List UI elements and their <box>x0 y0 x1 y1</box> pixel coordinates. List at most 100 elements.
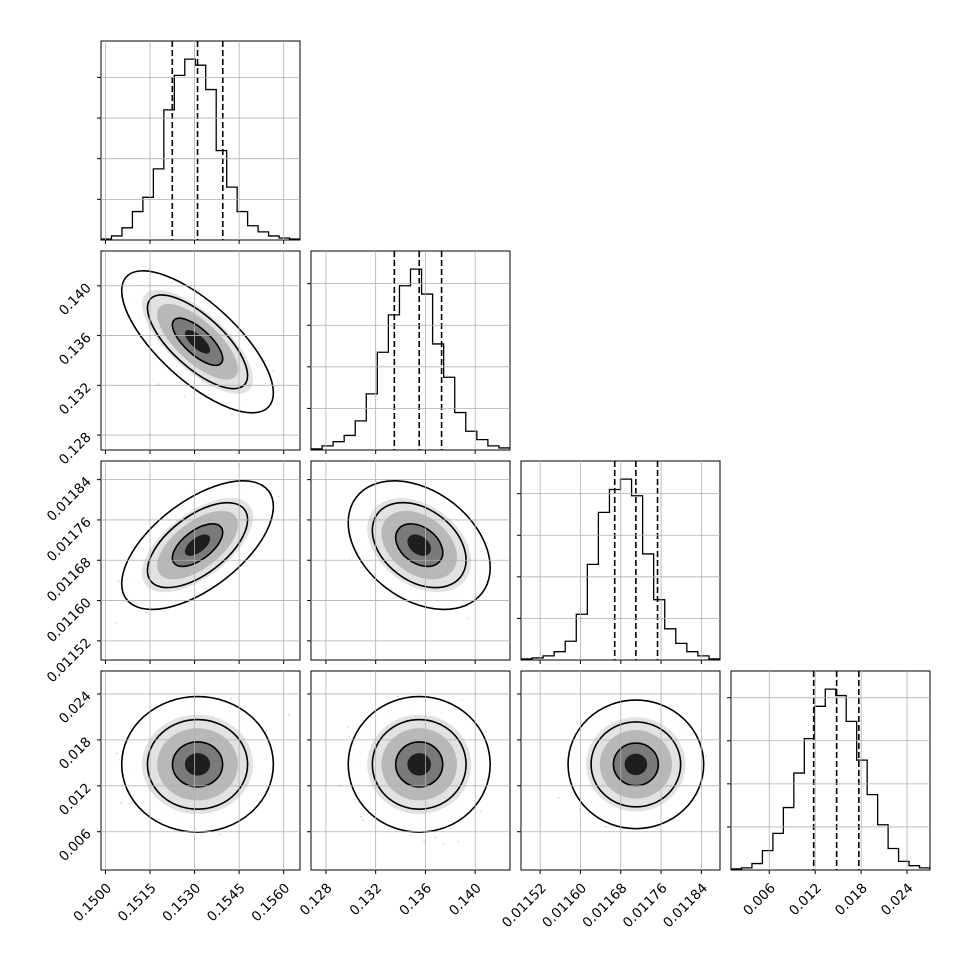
x-tick-label: 0.01184 <box>660 880 711 931</box>
scatter-point <box>347 726 350 728</box>
scatter-point <box>467 617 470 620</box>
y-tick-label: 0.006 <box>56 826 95 865</box>
contour-line <box>146 501 249 589</box>
density-shading <box>345 694 493 835</box>
histogram-grid <box>727 671 930 874</box>
y-tick-label: 0.012 <box>56 780 95 819</box>
density-band <box>624 753 648 776</box>
scatter-point <box>231 413 233 416</box>
histogram-grid <box>97 41 300 244</box>
contours <box>120 695 275 833</box>
contour-line <box>171 523 224 568</box>
contour-line <box>120 480 275 611</box>
contour-line <box>146 718 249 810</box>
histogram-1 <box>311 268 510 450</box>
x-tick-label: 0.1515 <box>115 880 160 925</box>
contour-line <box>567 699 705 830</box>
density-shading <box>119 268 276 416</box>
contour-line <box>120 695 275 833</box>
x-tick-label: 0.006 <box>740 880 779 919</box>
density-band <box>184 534 211 556</box>
scatter-point <box>457 840 460 843</box>
histogram-grid <box>307 251 510 454</box>
panel-frame <box>100 670 301 871</box>
panel-frame <box>100 40 301 241</box>
density-shading <box>119 694 276 835</box>
x-tick-label: 0.012 <box>786 880 825 919</box>
panel-3-3: 0.006 0.012 0.018 0.024 <box>730 670 931 919</box>
scatter-point <box>218 833 221 836</box>
panel-frame <box>310 670 511 871</box>
scatter-point <box>348 735 351 738</box>
scatter-point <box>117 580 120 582</box>
density-band <box>407 753 432 776</box>
scatter-point <box>442 842 445 845</box>
y-tick-label: 0.132 <box>56 380 95 419</box>
scatter-point <box>360 815 362 818</box>
y-tick-label: 0.136 <box>56 330 95 369</box>
contour-line <box>171 317 224 367</box>
panel-frame <box>100 250 301 451</box>
scatter-point <box>604 825 607 828</box>
x-tick-label: 0.140 <box>446 880 485 919</box>
density-band <box>184 753 211 776</box>
scatter-point <box>183 395 186 398</box>
scatter-point <box>120 802 122 804</box>
scatter-grid <box>517 671 720 874</box>
scatter-point <box>434 836 437 839</box>
panel-1-1 <box>310 250 511 451</box>
y-tick-label: 0.018 <box>56 734 95 773</box>
scatter-point <box>479 810 482 813</box>
scatter-point <box>362 819 364 821</box>
scatter-point <box>461 699 464 702</box>
x-tick-label: 0.1560 <box>249 880 294 925</box>
contour-line <box>394 523 444 568</box>
panel-frame <box>730 670 931 871</box>
y-tick-label: 0.01184 <box>44 474 95 525</box>
scatter-point <box>95 264 97 266</box>
y-tick-label: 0.128 <box>56 429 95 468</box>
scatter-point <box>115 752 118 755</box>
panel-2-1 <box>310 460 511 661</box>
x-tick-label: 0.1530 <box>159 880 204 925</box>
contour-line <box>371 718 467 810</box>
density-shading <box>119 478 276 612</box>
histogram-3 <box>731 688 930 870</box>
contour-line <box>171 741 224 788</box>
x-tick-label: 0.1545 <box>204 880 249 925</box>
panel-0-0 <box>100 40 301 241</box>
x-tick-label: 0.132 <box>347 880 386 919</box>
y-tick-label: 0.024 <box>56 688 95 727</box>
contour-line <box>347 480 491 611</box>
panel-3-1: 0.128 0.132 0.136 0.140 <box>297 670 511 919</box>
scatter-grid <box>307 461 510 664</box>
contour-line <box>590 721 682 808</box>
panel-3-0: 0.1500 0.1515 0.1530 0.1545 0.1560 0.006 0.012… <box>56 670 301 925</box>
scatter-grid <box>307 671 510 874</box>
contours <box>347 695 491 833</box>
scatter-point <box>277 495 280 498</box>
density-shading <box>565 698 706 831</box>
contour-line <box>394 741 444 788</box>
x-tick-label: 0.136 <box>396 880 435 919</box>
x-tick-label: 0.024 <box>878 880 917 919</box>
scatter-grid <box>97 251 300 454</box>
contour-line <box>120 270 275 414</box>
histogram-grid <box>517 461 720 664</box>
contour-line <box>146 294 249 390</box>
contour-line <box>347 695 491 833</box>
contours <box>347 480 491 611</box>
scatter-point <box>157 383 160 386</box>
scatter-point <box>557 796 560 799</box>
scatter-point <box>115 621 118 624</box>
contour-line <box>371 501 467 589</box>
x-tick-label: 0.128 <box>297 880 336 919</box>
scatter-point <box>128 802 131 805</box>
scatter-grid <box>97 671 300 874</box>
panel-1-0: 0.128 0.132 0.136 0.140 <box>56 250 301 468</box>
scatter-point <box>230 697 232 700</box>
panel-frame <box>310 250 511 451</box>
